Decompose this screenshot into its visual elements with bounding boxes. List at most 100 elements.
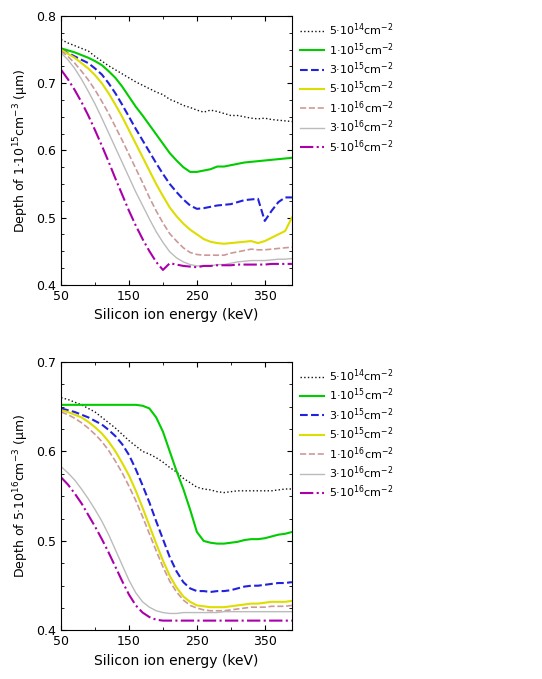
5·10$^{15}$cm$^{-2}$ bbox=[72, 54, 78, 62]
1·10$^{15}$cm$^{-2}$ bbox=[92, 57, 98, 65]
3·10$^{16}$cm$^{-2}$ bbox=[187, 608, 193, 617]
1·10$^{16}$cm$^{-2}$ bbox=[248, 245, 254, 253]
1·10$^{16}$cm$^{-2}$ bbox=[187, 602, 193, 610]
1·10$^{16}$cm$^{-2}$ bbox=[201, 606, 207, 614]
1·10$^{15}$cm$^{-2}$ bbox=[180, 485, 186, 493]
5·10$^{15}$cm$^{-2}$ bbox=[234, 238, 241, 246]
1·10$^{15}$cm$^{-2}$ bbox=[105, 401, 112, 409]
3·10$^{16}$cm$^{-2}$ bbox=[228, 259, 234, 268]
3·10$^{16}$cm$^{-2}$ bbox=[282, 255, 288, 263]
5·10$^{14}$cm$^{-2}$ bbox=[275, 486, 282, 494]
5·10$^{16}$cm$^{-2}$ bbox=[241, 617, 248, 625]
5·10$^{14}$cm$^{-2}$ bbox=[105, 419, 112, 427]
1·10$^{15}$cm$^{-2}$ bbox=[64, 46, 71, 54]
5·10$^{14}$cm$^{-2}$ bbox=[58, 394, 64, 402]
3·10$^{16}$cm$^{-2}$ bbox=[234, 258, 241, 266]
1·10$^{16}$cm$^{-2}$ bbox=[139, 513, 146, 521]
1·10$^{15}$cm$^{-2}$ bbox=[78, 401, 85, 409]
5·10$^{14}$cm$^{-2}$ bbox=[72, 398, 78, 406]
5·10$^{16}$cm$^{-2}$ bbox=[119, 191, 126, 199]
1·10$^{15}$cm$^{-2}$ bbox=[133, 401, 139, 409]
3·10$^{15}$cm$^{-2}$ bbox=[126, 451, 132, 459]
5·10$^{14}$cm$^{-2}$ bbox=[221, 488, 227, 496]
5·10$^{15}$cm$^{-2}$ bbox=[99, 429, 105, 437]
5·10$^{14}$cm$^{-2}$ bbox=[289, 117, 295, 126]
1·10$^{16}$cm$^{-2}$ bbox=[105, 109, 112, 117]
5·10$^{15}$cm$^{-2}$ bbox=[248, 237, 254, 245]
5·10$^{16}$cm$^{-2}$ bbox=[173, 261, 180, 269]
1·10$^{16}$cm$^{-2}$ bbox=[126, 150, 132, 158]
5·10$^{15}$cm$^{-2}$ bbox=[234, 602, 241, 610]
5·10$^{16}$cm$^{-2}$ bbox=[58, 473, 64, 481]
3·10$^{16}$cm$^{-2}$ bbox=[58, 49, 64, 57]
3·10$^{16}$cm$^{-2}$ bbox=[173, 609, 180, 617]
5·10$^{14}$cm$^{-2}$ bbox=[207, 106, 214, 114]
3·10$^{16}$cm$^{-2}$ bbox=[214, 261, 221, 269]
3·10$^{15}$cm$^{-2}$ bbox=[214, 202, 221, 210]
5·10$^{14}$cm$^{-2}$ bbox=[234, 487, 241, 495]
3·10$^{16}$cm$^{-2}$ bbox=[160, 608, 166, 617]
3·10$^{16}$cm$^{-2}$ bbox=[99, 517, 105, 526]
3·10$^{15}$cm$^{-2}$ bbox=[92, 65, 98, 73]
Line: 5·10$^{16}$cm$^{-2}$: 5·10$^{16}$cm$^{-2}$ bbox=[61, 477, 292, 621]
5·10$^{14}$cm$^{-2}$ bbox=[146, 85, 153, 93]
5·10$^{15}$cm$^{-2}$ bbox=[262, 237, 268, 245]
3·10$^{16}$cm$^{-2}$ bbox=[105, 129, 112, 137]
3·10$^{15}$cm$^{-2}$ bbox=[289, 194, 295, 202]
1·10$^{15}$cm$^{-2}$ bbox=[193, 168, 200, 176]
5·10$^{16}$cm$^{-2}$ bbox=[78, 98, 85, 106]
5·10$^{15}$cm$^{-2}$ bbox=[105, 89, 112, 97]
3·10$^{16}$cm$^{-2}$ bbox=[262, 257, 268, 265]
1·10$^{15}$cm$^{-2}$ bbox=[241, 158, 248, 166]
1·10$^{15}$cm$^{-2}$ bbox=[146, 121, 153, 129]
5·10$^{15}$cm$^{-2}$ bbox=[268, 234, 275, 242]
5·10$^{14}$cm$^{-2}$ bbox=[214, 107, 221, 115]
3·10$^{15}$cm$^{-2}$ bbox=[282, 194, 288, 202]
1·10$^{15}$cm$^{-2}$ bbox=[207, 165, 214, 173]
1·10$^{16}$cm$^{-2}$ bbox=[193, 251, 200, 259]
5·10$^{16}$cm$^{-2}$ bbox=[64, 75, 71, 84]
3·10$^{16}$cm$^{-2}$ bbox=[133, 589, 139, 597]
Line: 1·10$^{16}$cm$^{-2}$: 1·10$^{16}$cm$^{-2}$ bbox=[61, 51, 292, 255]
5·10$^{15}$cm$^{-2}$ bbox=[268, 598, 275, 606]
3·10$^{15}$cm$^{-2}$ bbox=[166, 553, 173, 561]
1·10$^{16}$cm$^{-2}$ bbox=[173, 237, 180, 245]
5·10$^{14}$cm$^{-2}$ bbox=[99, 414, 105, 422]
5·10$^{15}$cm$^{-2}$ bbox=[289, 213, 295, 221]
5·10$^{15}$cm$^{-2}$ bbox=[282, 227, 288, 235]
5·10$^{14}$cm$^{-2}$ bbox=[180, 474, 186, 482]
3·10$^{15}$cm$^{-2}$ bbox=[133, 125, 139, 133]
3·10$^{15}$cm$^{-2}$ bbox=[180, 578, 186, 586]
5·10$^{16}$cm$^{-2}$ bbox=[153, 258, 159, 266]
1·10$^{15}$cm$^{-2}$ bbox=[275, 530, 282, 538]
5·10$^{16}$cm$^{-2}$ bbox=[234, 261, 241, 269]
5·10$^{16}$cm$^{-2}$ bbox=[180, 617, 186, 625]
5·10$^{15}$cm$^{-2}$ bbox=[221, 240, 227, 248]
1·10$^{15}$cm$^{-2}$ bbox=[105, 67, 112, 75]
1·10$^{16}$cm$^{-2}$ bbox=[64, 411, 71, 419]
3·10$^{16}$cm$^{-2}$ bbox=[255, 257, 261, 265]
5·10$^{14}$cm$^{-2}$ bbox=[214, 488, 221, 496]
5·10$^{16}$cm$^{-2}$ bbox=[268, 260, 275, 268]
5·10$^{15}$cm$^{-2}$ bbox=[126, 126, 132, 134]
5·10$^{16}$cm$^{-2}$ bbox=[268, 617, 275, 625]
1·10$^{15}$cm$^{-2}$ bbox=[221, 540, 227, 548]
3·10$^{15}$cm$^{-2}$ bbox=[64, 406, 71, 414]
5·10$^{16}$cm$^{-2}$ bbox=[187, 617, 193, 625]
1·10$^{16}$cm$^{-2}$ bbox=[133, 164, 139, 172]
5·10$^{15}$cm$^{-2}$ bbox=[228, 602, 234, 610]
5·10$^{14}$cm$^{-2}$ bbox=[187, 103, 193, 111]
5·10$^{15}$cm$^{-2}$ bbox=[160, 557, 166, 565]
5·10$^{14}$cm$^{-2}$ bbox=[92, 52, 98, 60]
1·10$^{16}$cm$^{-2}$ bbox=[234, 605, 241, 613]
5·10$^{14}$cm$^{-2}$ bbox=[241, 487, 248, 495]
1·10$^{16}$cm$^{-2}$ bbox=[207, 251, 214, 259]
3·10$^{15}$cm$^{-2}$ bbox=[72, 52, 78, 60]
Line: 1·10$^{16}$cm$^{-2}$: 1·10$^{16}$cm$^{-2}$ bbox=[61, 412, 292, 611]
3·10$^{15}$cm$^{-2}$ bbox=[99, 420, 105, 428]
5·10$^{16}$cm$^{-2}$ bbox=[146, 613, 153, 621]
1·10$^{15}$cm$^{-2}$ bbox=[214, 540, 221, 548]
3·10$^{16}$cm$^{-2}$ bbox=[64, 56, 71, 64]
1·10$^{16}$cm$^{-2}$ bbox=[119, 469, 126, 477]
5·10$^{15}$cm$^{-2}$ bbox=[146, 166, 153, 175]
